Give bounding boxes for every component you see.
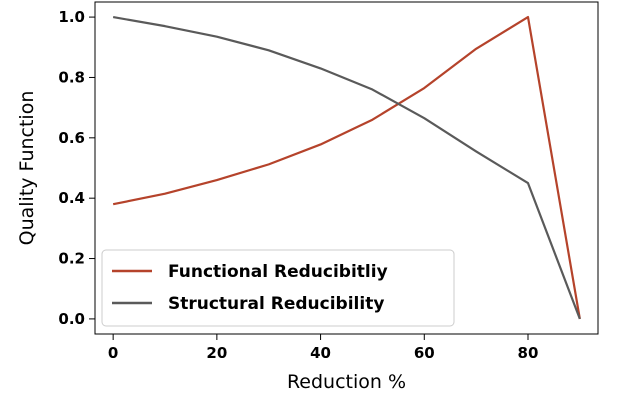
y-tick-label: 0.6 <box>58 129 85 147</box>
x-tick-label: 20 <box>206 344 227 362</box>
x-tick-label: 0 <box>108 344 118 362</box>
y-tick-label: 1.0 <box>58 8 85 26</box>
series-line-structural <box>112 16 581 320</box>
series-lines <box>112 15 581 320</box>
series-line-functional <box>112 15 581 320</box>
y-tick-label: 0.0 <box>58 310 85 328</box>
y-axis-ticks: 0.0 0.2 0.4 0.6 0.8 1.0 <box>58 8 95 328</box>
x-tick-label: 40 <box>310 344 331 362</box>
legend-entry-label: Structural Reducibility <box>168 294 384 314</box>
y-tick-label: 0.2 <box>58 250 85 268</box>
legend: Functional Reducibitliy Structural Reduci… <box>101 249 455 327</box>
x-axis-ticks: 0 20 40 60 80 <box>108 334 539 362</box>
x-tick-label: 60 <box>414 344 435 362</box>
y-tick-label: 0.4 <box>58 189 85 207</box>
plot-area-frame <box>94 1 599 335</box>
x-tick-label: 80 <box>518 344 539 362</box>
legend-entry-label: Functional Reducibitliy <box>168 262 388 282</box>
y-axis-label: Quality Function <box>16 91 38 246</box>
legend-frame <box>101 249 455 327</box>
y-tick-label: 0.8 <box>58 68 85 86</box>
x-axis-label: Reduction % <box>287 371 406 393</box>
